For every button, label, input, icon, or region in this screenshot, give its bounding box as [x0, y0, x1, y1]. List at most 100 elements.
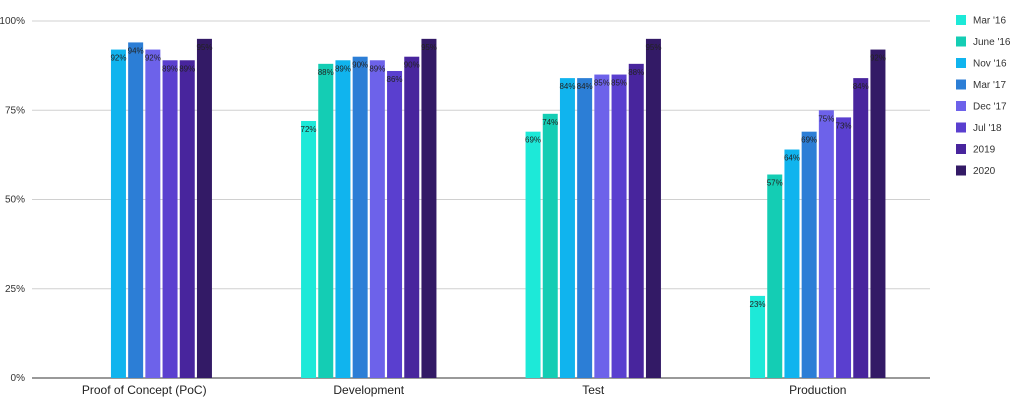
bar-data-label: 23% [750, 300, 766, 309]
x-tick-label: Production [789, 383, 846, 397]
legend-swatch [956, 58, 966, 68]
legend-swatch [956, 101, 966, 111]
bar-data-label: 92% [145, 54, 161, 63]
y-tick-label: 75% [5, 105, 25, 116]
bar-data-label: 74% [542, 118, 558, 127]
legend-label: Mar '17 [973, 80, 1006, 91]
legend-item[interactable]: Mar '16 [956, 15, 1006, 27]
legend-item[interactable]: Mar '17 [956, 79, 1006, 92]
legend-label: Dec '17 [973, 102, 1007, 113]
bar-data-label: 72% [301, 125, 317, 134]
bar-data-label: 88% [628, 68, 644, 77]
legend-item[interactable]: 2019 [956, 144, 996, 156]
bar-data-label: 84% [853, 82, 869, 91]
bars [110, 38, 886, 379]
bar [145, 49, 161, 379]
y-tick-label: 50% [5, 195, 25, 206]
legend-item[interactable]: June '16 [956, 36, 1011, 49]
bar-data-label: 89% [369, 64, 385, 73]
bar-data-label: 95% [196, 43, 212, 52]
legend-swatch [956, 165, 966, 176]
x-tick-label: Test [582, 383, 605, 397]
legend-swatch [956, 36, 966, 47]
bar-data-label: 85% [611, 79, 627, 88]
bar [853, 78, 869, 379]
bar [421, 38, 437, 378]
legend-label: Mar '16 [973, 16, 1006, 27]
legend-item[interactable]: Dec '17 [956, 101, 1007, 113]
bar [870, 49, 886, 379]
bar [818, 110, 834, 378]
bar [301, 120, 317, 379]
legend: Mar '16 June '16 Nov '16 Mar '17 Dec '17 Jul … [956, 15, 1011, 177]
bar [404, 56, 420, 378]
legend-label: 2019 [973, 145, 996, 156]
bar [162, 60, 178, 379]
bar [559, 78, 575, 379]
bar-data-label: 88% [318, 68, 334, 77]
legend-label: Jul '18 [973, 123, 1002, 134]
bar [110, 49, 126, 379]
legend-item[interactable]: Jul '18 [956, 122, 1002, 135]
bar [128, 42, 144, 379]
y-tick-label: 100% [0, 16, 25, 27]
bar-data-label: 89% [335, 64, 351, 73]
bar [628, 63, 644, 379]
bar-data-label: 94% [128, 46, 144, 55]
legend-swatch [956, 122, 966, 133]
legend-swatch [956, 79, 966, 90]
bar-data-label: 89% [162, 64, 178, 73]
bar [179, 60, 195, 379]
legend-label: 2020 [973, 166, 996, 177]
bar-data-label: 64% [784, 154, 800, 163]
legend-item[interactable]: Nov '16 [956, 58, 1007, 70]
legend-label: June '16 [973, 37, 1011, 48]
bar-data-label: 73% [836, 121, 852, 130]
bar-data-label: 95% [421, 43, 437, 52]
legend-swatch [956, 144, 966, 154]
bar-data-label: 95% [645, 43, 661, 52]
bar-data-label: 85% [594, 79, 610, 88]
bar-data-label: 84% [577, 82, 593, 91]
bar [196, 38, 212, 378]
x-axis: Proof of Concept (PoC) Development Test Pro… [82, 383, 847, 397]
bar-data-label: 89% [179, 64, 195, 73]
bar-data-label: 86% [387, 75, 403, 84]
bar [784, 149, 800, 378]
bar [369, 60, 385, 379]
bar-data-label: 84% [559, 82, 575, 91]
bar-data-label: 90% [404, 61, 420, 70]
y-tick-label: 0% [11, 373, 26, 384]
legend-swatch [956, 15, 966, 25]
bar [750, 295, 766, 378]
bar-data-label: 92% [110, 54, 126, 63]
bar [318, 63, 334, 379]
bar-data-label: 69% [525, 136, 541, 145]
x-tick-label: Proof of Concept (PoC) [82, 383, 207, 397]
bar [645, 38, 661, 378]
bar [594, 74, 610, 379]
bar [767, 174, 783, 378]
bar-data-label: 69% [801, 136, 817, 145]
bar-data-label: 90% [352, 61, 368, 70]
bar [335, 60, 351, 379]
y-tick-label: 25% [5, 284, 25, 295]
x-tick-label: Development [333, 383, 404, 397]
bar-data-label: 92% [870, 54, 886, 63]
bar-data-label: 75% [818, 114, 834, 123]
bar [525, 131, 541, 378]
bar [352, 56, 368, 378]
bar [542, 113, 558, 378]
bar [836, 117, 852, 378]
bar-data-labels: 92%94%92%89% 89%95%72%88% 89% 90% 89%86%90%9… [110, 43, 886, 309]
legend-label: Nov '16 [973, 59, 1007, 70]
y-axis-ticks: 0% 25% 50% 75% 100% [0, 16, 25, 384]
bar [387, 70, 403, 378]
bar [577, 78, 593, 379]
bar [611, 74, 627, 379]
bar [801, 131, 817, 378]
bar-data-label: 57% [767, 179, 783, 188]
legend-item[interactable]: 2020 [956, 165, 996, 178]
